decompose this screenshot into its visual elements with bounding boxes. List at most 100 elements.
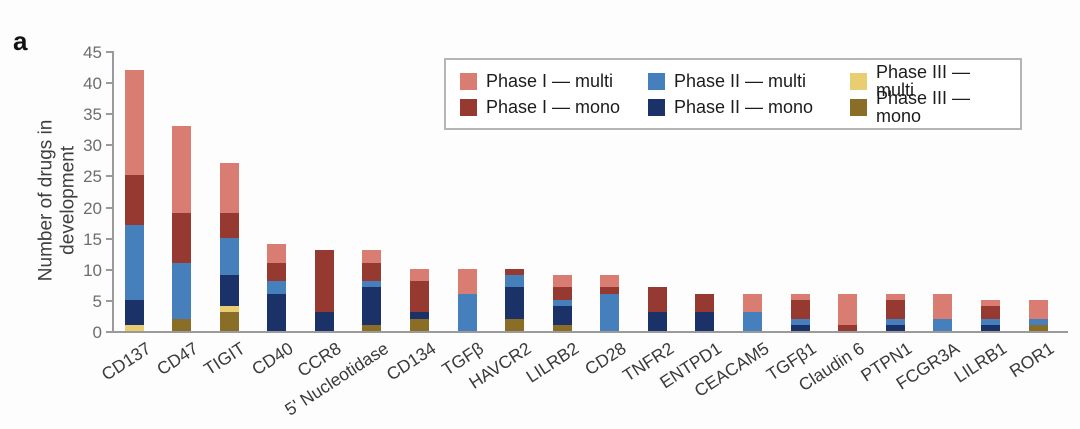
bar-segment-phase1_mono	[409, 281, 429, 313]
bar-segment-phase1_multi	[219, 163, 239, 213]
y-tick-mark	[106, 144, 112, 147]
bar-segment-phase2_multi	[1028, 318, 1048, 325]
bar-segment-phase1_mono	[267, 262, 287, 282]
bar-segment-phase2_multi	[219, 237, 239, 276]
bar-segment-phase2_multi	[600, 293, 620, 331]
bar-segment-phase1_mono	[838, 324, 858, 331]
bar-CD28	[600, 275, 620, 331]
bar-segment-phase1_multi	[838, 293, 858, 325]
bar-HAVCR2	[505, 268, 525, 331]
bar-segment-phase1_multi	[172, 125, 192, 213]
bar-segment-phase2_mono	[552, 306, 572, 325]
bar-CD40	[267, 243, 287, 331]
bar-Claudin 6	[838, 293, 858, 331]
bar-segment-phase1_multi	[980, 299, 1000, 307]
bar-segment-phase1_multi	[124, 69, 144, 176]
bar-ENTPD1	[695, 293, 715, 331]
bar-segment-phase1_multi	[457, 268, 477, 294]
bar-segment-phase2_multi	[790, 318, 810, 325]
bar-segment-phase3_mono	[552, 324, 572, 331]
bar-segment-phase1_mono	[647, 287, 667, 313]
legend-swatch-phase2_multi	[648, 72, 665, 90]
bar-segment-phase1_multi	[600, 275, 620, 288]
bar-segment-phase2_multi	[172, 262, 192, 319]
x-tick-label: CD47	[153, 338, 202, 380]
x-tick-label: TIGIT	[200, 338, 250, 380]
legend-item: Phase II — multi	[648, 72, 850, 90]
y-tick-mark	[106, 113, 112, 116]
bar-segment-phase1_multi	[1028, 299, 1048, 319]
bar-segment-phase1_multi	[790, 293, 810, 300]
bar-CEACAM5	[743, 293, 763, 331]
bar-segment-phase3_multi	[219, 306, 239, 313]
legend-swatch-phase3_multi	[850, 72, 867, 90]
bar-TGFβ1	[790, 293, 810, 331]
bar-segment-phase2_multi	[885, 318, 905, 325]
bar-segment-phase2_mono	[124, 299, 144, 325]
bar-segment-phase1_mono	[362, 262, 382, 282]
bar-segment-phase2_mono	[647, 312, 667, 331]
legend-label: Phase III — mono	[876, 88, 971, 126]
bar-segment-phase2_mono	[267, 293, 287, 331]
bar-segment-phase2_mono	[980, 324, 1000, 331]
bar-CCR8	[314, 250, 334, 331]
bar-segment-phase1_multi	[552, 275, 572, 288]
bar-segment-phase1_mono	[505, 268, 525, 276]
legend-item: Phase III — multi	[850, 63, 1010, 99]
x-tick-label: LILRB1	[950, 338, 1011, 387]
x-tick-label: CD40	[248, 338, 297, 380]
y-tick-label: 30	[83, 136, 102, 156]
bar-ROR1	[1028, 299, 1048, 331]
y-tick-mark	[106, 206, 112, 209]
bar-segment-phase1_multi	[743, 293, 763, 313]
bar-TIGIT	[219, 163, 239, 331]
legend-swatch-phase1_multi	[460, 72, 477, 90]
bar-segment-phase1_mono	[600, 287, 620, 294]
bar-segment-phase1_mono	[552, 287, 572, 300]
bar-segment-phase1_mono	[980, 306, 1000, 319]
bar-segment-phase2_mono	[219, 275, 239, 307]
bar-segment-phase2_mono	[695, 312, 715, 331]
bar-LILRB2	[552, 275, 572, 331]
panel-letter: a	[13, 26, 28, 56]
y-tick-mark	[106, 175, 112, 178]
x-tick-label: CD137	[97, 338, 154, 385]
bar-segment-phase3_mono	[172, 318, 192, 331]
y-tick-label: 25	[83, 167, 102, 187]
bar-segment-phase1_mono	[219, 212, 239, 238]
y-tick-mark	[106, 51, 112, 53]
bar-segment-phase2_multi	[267, 281, 287, 294]
bar-segment-phase3_mono	[1028, 324, 1048, 331]
y-tick-label: 0	[92, 323, 102, 342]
y-tick-mark	[106, 82, 112, 85]
bar-segment-phase2_multi	[933, 318, 953, 331]
bar-CD137	[124, 69, 144, 331]
y-tick-label: 5	[92, 291, 102, 311]
bar-segment-phase1_mono	[172, 212, 192, 263]
bar-segment-phase2_mono	[885, 324, 905, 331]
legend-label: Phase III — multi	[876, 62, 971, 100]
bar-CD47	[172, 125, 192, 331]
legend-label: Phase I — multi	[486, 71, 614, 91]
legend-box: Phase I — multi Phase II — multi Phase I…	[444, 58, 1022, 130]
bar-segment-phase2_mono	[790, 324, 810, 331]
y-tick-label: 45	[83, 43, 102, 62]
y-tick-mark	[106, 299, 112, 302]
legend-item: Phase I — mono	[460, 98, 648, 116]
x-tick-label: CD134	[382, 338, 440, 385]
legend-item: Phase II — mono	[648, 98, 850, 116]
bar-TNFR2	[647, 287, 667, 331]
bar-segment-phase3_mono	[409, 318, 429, 331]
bar-segment-phase2_mono	[362, 287, 382, 325]
bar-segment-phase2_multi	[124, 225, 144, 300]
x-tick-label: LILRB2	[522, 338, 583, 387]
legend-swatch-phase3_mono	[850, 98, 867, 116]
bar-segment-phase1_mono	[790, 299, 810, 319]
bar-segment-phase2_multi	[457, 293, 477, 331]
bar-LILRB1	[980, 299, 1000, 331]
bar-segment-phase2_multi	[552, 299, 572, 307]
bar-segment-phase1_multi	[933, 293, 953, 319]
bar-segment-phase2_multi	[505, 275, 525, 288]
y-tick-label: 35	[83, 105, 102, 125]
